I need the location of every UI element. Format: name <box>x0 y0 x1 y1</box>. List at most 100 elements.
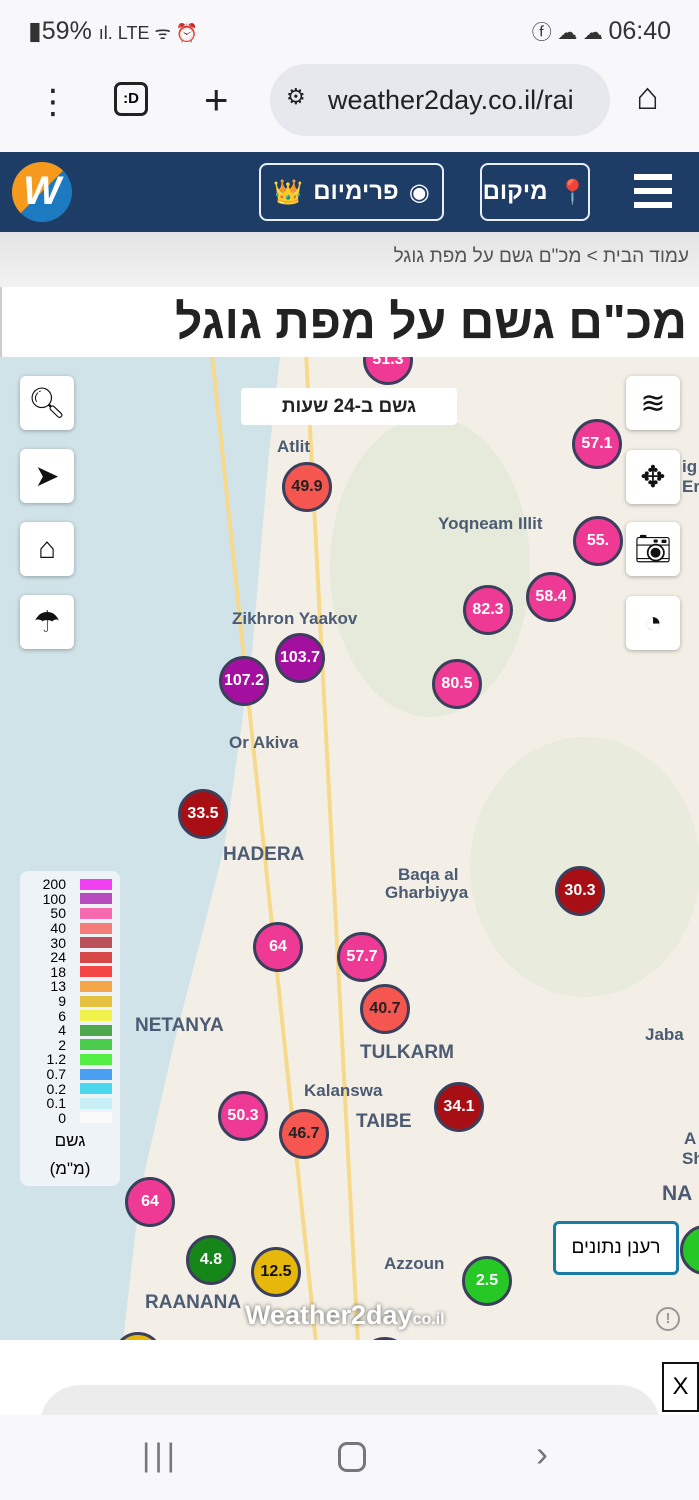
legend-label: 40 <box>50 920 66 937</box>
system-nav-bar: ||| › <box>0 1415 699 1500</box>
recent-apps-icon[interactable]: ||| <box>142 1437 179 1473</box>
rain-marker[interactable]: 103.7 <box>275 633 325 683</box>
legend-swatch <box>80 1010 112 1022</box>
rain-marker[interactable]: 46.7 <box>279 1109 329 1159</box>
rain-map[interactable]: Atlit Yoqneam Illit Zikhron Yaakov Or Ak… <box>0 357 699 1340</box>
legend-swatch <box>80 1112 112 1124</box>
rain-marker[interactable]: 12.5 <box>251 1247 301 1297</box>
rain-marker[interactable]: 50.3 <box>218 1091 268 1141</box>
search-button[interactable]: 🔍︎ <box>20 376 74 430</box>
legend-item: 30 <box>28 935 112 950</box>
rain-marker[interactable]: 57.1 <box>572 419 622 469</box>
camera-icon: 📷︎ <box>633 532 673 566</box>
rain-marker[interactable]: 58.4 <box>526 572 576 622</box>
rain-marker[interactable]: 107.2 <box>219 656 269 706</box>
rain-marker[interactable]: 40.7 <box>360 984 410 1034</box>
place-label: Jaba <box>645 1025 684 1044</box>
legend-item: 0.7 <box>28 1067 112 1082</box>
watermark-text: Weather2day <box>245 1300 413 1330</box>
rain-marker[interactable]: 49.9 <box>282 462 332 512</box>
carmel-area <box>330 417 530 717</box>
legend-item: 50 <box>28 906 112 921</box>
home-nav-icon[interactable] <box>338 1442 366 1472</box>
rain-marker[interactable]: 64 <box>253 922 303 972</box>
close-ad-button[interactable]: X <box>662 1362 699 1412</box>
umbrella-button[interactable]: ☂ <box>20 595 74 649</box>
watermark-suffix: co.il <box>412 1311 445 1328</box>
info-icon[interactable]: ! <box>656 1307 680 1331</box>
menu-dots-icon[interactable]: ⋮ <box>36 83 70 121</box>
rain-marker[interactable]: 2.5 <box>462 1256 512 1306</box>
locate-button[interactable]: ➤ <box>20 449 74 503</box>
place-label: Baqa al <box>398 865 459 884</box>
place-label: A <box>684 1129 697 1148</box>
home-icon[interactable]: ⌂ <box>636 76 659 118</box>
legend-item: 4 <box>28 1023 112 1038</box>
layers-icon: ≋ <box>640 386 666 420</box>
place-label: Gharbiyya <box>385 883 469 902</box>
house-icon: ⌂ <box>37 532 57 565</box>
legend-label: 1.2 <box>46 1051 66 1068</box>
navigation-arrow-icon: ➤ <box>34 459 60 493</box>
site-logo[interactable]: W <box>12 162 72 222</box>
hamburger-menu-icon[interactable] <box>634 174 672 208</box>
legend-label: 30 <box>50 934 66 951</box>
rain-marker[interactable]: 4.8 <box>186 1235 236 1285</box>
page-title: מכ"ם גשם על מפת גוגל <box>0 287 699 357</box>
rain-marker[interactable]: 57.7 <box>337 932 387 982</box>
measure-button[interactable]: ◔ <box>626 596 680 650</box>
status-right: ⓕ ☁ ☁ 06:40 <box>532 16 671 46</box>
location-label: מיקום <box>482 178 548 205</box>
map-watermark: Weather2dayco.il <box>245 1300 445 1335</box>
rain-marker[interactable]: 64 <box>125 1177 175 1227</box>
legend-item: 0 <box>28 1111 112 1126</box>
premium-button[interactable]: ◉ פרימיום 👑 <box>259 163 444 221</box>
legend-title: גשם <box>54 1131 86 1151</box>
fullscreen-button[interactable]: ✥ <box>626 450 680 504</box>
legend-label: 4 <box>58 1022 66 1039</box>
url-text: weather2day.co.il/rai <box>328 85 574 115</box>
url-bar[interactable]: ⚙ weather2day.co.il/rai <box>270 64 610 136</box>
legend-swatch <box>80 1068 112 1080</box>
place-label: HADERA <box>223 844 305 865</box>
new-tab-icon[interactable]: + <box>204 76 229 123</box>
place-label: Sh <box>682 1149 699 1168</box>
back-icon[interactable]: › <box>536 1433 548 1474</box>
ad-area: X <box>0 1340 699 1425</box>
rain-marker[interactable]: 34.1 <box>434 1082 484 1132</box>
breadcrumb-current: מכ"ם גשם על מפת גוגל <box>393 246 582 267</box>
refresh-data-button[interactable]: רענן נתונים <box>553 1221 679 1275</box>
legend-label: 0.2 <box>46 1080 66 1097</box>
tabs-button[interactable]: :D <box>114 82 148 116</box>
place-label: TULKARM <box>360 1042 454 1063</box>
place-label: Kalanswa <box>304 1081 383 1100</box>
legend-item: 2 <box>28 1038 112 1053</box>
site-header: W ◉ פרימיום 👑 📍 מיקום <box>0 152 699 232</box>
layers-button[interactable]: ≋ <box>626 376 680 430</box>
legend-item: 18 <box>28 965 112 980</box>
place-label: ig <box>682 457 698 476</box>
screenshot-button[interactable]: 📷︎ <box>626 522 680 576</box>
rain-marker[interactable] <box>680 1225 699 1275</box>
legend-item: 1.2 <box>28 1052 112 1067</box>
legend-swatch <box>80 1053 112 1065</box>
legend-label: 50 <box>50 905 66 922</box>
breadcrumb-home[interactable]: עמוד הבית <box>603 246 689 267</box>
location-button[interactable]: 📍 מיקום <box>480 163 590 221</box>
legend-swatch <box>80 1097 112 1109</box>
legend-item: 200 <box>28 877 112 892</box>
legend-item: 0.1 <box>28 1096 112 1111</box>
rain-marker[interactable]: 82.3 <box>463 585 513 635</box>
home-map-button[interactable]: ⌂ <box>20 522 74 576</box>
rain-marker[interactable]: 55. <box>573 516 623 566</box>
rain-marker[interactable]: 80.5 <box>432 659 482 709</box>
rain-marker[interactable]: 30.3 <box>555 866 605 916</box>
browser-toolbar: ⋮ :D + ⚙ weather2day.co.il/rai ⌂ <box>0 62 699 152</box>
site-settings-icon[interactable]: ⚙ <box>286 84 306 109</box>
legend-swatch <box>80 995 112 1007</box>
legend-label: 0.1 <box>46 1095 66 1112</box>
rain-marker[interactable]: 33.5 <box>178 789 228 839</box>
legend-item: 6 <box>28 1008 112 1023</box>
rain-marker[interactable]: 51.3 <box>363 357 413 385</box>
legend-swatch <box>80 951 112 963</box>
